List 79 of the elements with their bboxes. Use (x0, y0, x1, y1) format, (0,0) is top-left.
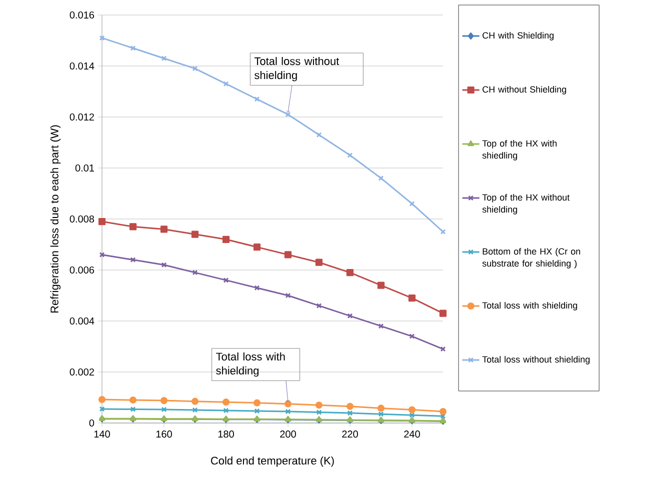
point (315, 258, 323, 266)
point (192, 270, 198, 276)
point (316, 132, 322, 138)
legend-label: Bottom of the HX (Cr on substrate for shielding ) (482, 248, 580, 268)
point (346, 269, 354, 276)
point (346, 402, 354, 410)
point (378, 411, 384, 417)
legend-label: Top of the HX without shielding (482, 194, 570, 214)
point (254, 285, 260, 291)
point (254, 96, 260, 102)
y-tick-label: 0.01 (75, 164, 94, 172)
point (191, 230, 199, 238)
point (408, 406, 416, 414)
point (129, 223, 137, 230)
point (316, 302, 322, 308)
x-tick-label: 200 (280, 430, 296, 438)
y-tick-label: 0.016 (70, 11, 94, 19)
point (409, 412, 415, 418)
point (315, 402, 323, 409)
point (192, 407, 198, 413)
point (285, 408, 291, 414)
point (408, 294, 416, 302)
point (192, 66, 198, 72)
point (409, 334, 415, 340)
point (409, 200, 415, 206)
y-tick-label: 0.006 (70, 266, 94, 274)
annotation: Total loss without shielding (254, 57, 340, 82)
y-axis-title: Refrigeration loss due to each part (W) (50, 125, 61, 313)
point (253, 244, 261, 251)
y-tick-label: 0.008 (70, 215, 94, 223)
y-tick-label: 0.002 (70, 368, 94, 376)
point (316, 410, 322, 416)
legend-label: Total loss without shielding (482, 356, 590, 364)
point (378, 323, 384, 329)
y-tick-label: 0 (89, 419, 94, 427)
point (284, 400, 292, 408)
point (130, 406, 136, 412)
legend-label: CH with Shielding (482, 32, 554, 40)
point (160, 226, 168, 233)
point (285, 292, 291, 298)
point (439, 310, 447, 317)
x-tick-label: 180 (218, 430, 234, 438)
point (254, 408, 260, 414)
x-axis-title: Cold end temperature (K) (211, 456, 334, 467)
y-tick-label: 0.012 (70, 113, 94, 121)
point (191, 398, 199, 405)
point (223, 277, 229, 283)
point (377, 404, 385, 412)
point (161, 56, 167, 62)
point (439, 408, 447, 416)
point (222, 236, 230, 243)
point (130, 45, 136, 51)
y-tick-label: 0.004 (70, 317, 94, 325)
point (347, 410, 353, 416)
point (377, 282, 385, 289)
point (98, 396, 106, 404)
point (347, 152, 353, 158)
legend-label: CH without Shielding (482, 86, 566, 94)
point (98, 218, 106, 226)
point (223, 408, 229, 414)
point (223, 81, 229, 87)
annotation: Total loss with shielding (216, 352, 285, 377)
x-tick-label: 140 (94, 430, 110, 438)
point (347, 313, 353, 319)
point (129, 396, 137, 404)
x-tick-label: 160 (156, 430, 172, 438)
point (222, 398, 230, 406)
point (130, 257, 136, 263)
point (161, 262, 167, 268)
y-tick-label: 0.014 (70, 62, 94, 70)
legend-label: Top of the HX with shiedling (482, 140, 557, 160)
point (284, 251, 292, 258)
point (378, 175, 384, 181)
legend-label: Total loss with shielding (482, 302, 578, 310)
point (160, 397, 168, 404)
x-tick-label: 240 (404, 430, 420, 438)
point (161, 406, 167, 412)
x-tick-label: 220 (342, 430, 358, 438)
point (253, 399, 261, 406)
